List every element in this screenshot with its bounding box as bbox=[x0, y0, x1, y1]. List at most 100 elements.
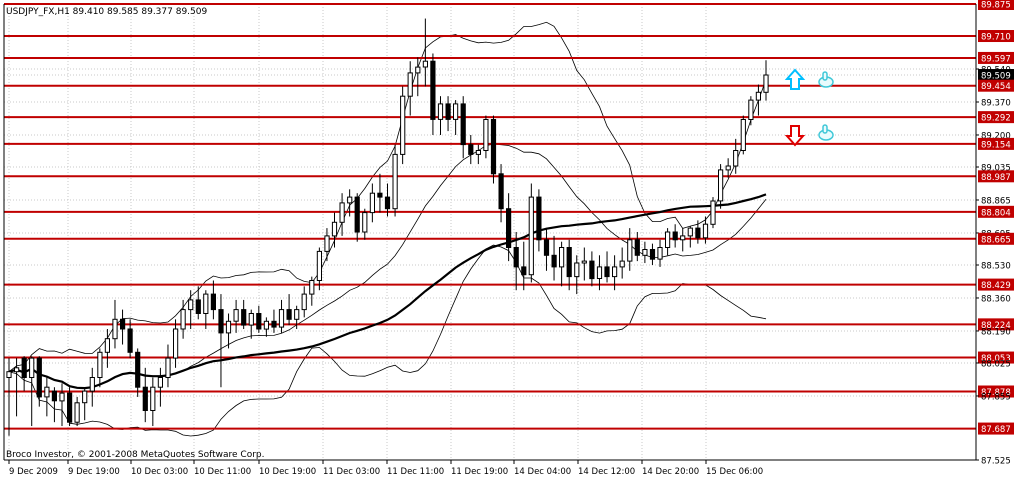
level-price-label: 89.597 bbox=[981, 54, 1011, 64]
current-price-tag bbox=[978, 69, 1014, 82]
candle bbox=[725, 158, 731, 178]
candle bbox=[263, 317, 269, 337]
price-label: 88.530 bbox=[981, 261, 1011, 271]
candle bbox=[6, 358, 12, 436]
candle-body bbox=[369, 192, 375, 214]
candle bbox=[29, 356, 35, 427]
candle bbox=[657, 239, 663, 267]
candle bbox=[543, 228, 550, 271]
level-price-tag bbox=[978, 351, 1014, 364]
symbol-ohlc-header: USDJPY_FX,H1 89.410 89.585 89.377 89.509 bbox=[6, 7, 207, 17]
level-price-tag bbox=[978, 111, 1014, 124]
candle bbox=[490, 115, 497, 184]
candle-body bbox=[339, 202, 345, 223]
candle-body bbox=[44, 386, 50, 398]
time-label: 10 Dec 19:00 bbox=[259, 467, 316, 477]
level-price-label: 88.987 bbox=[981, 173, 1011, 183]
candle bbox=[718, 164, 724, 209]
candle-body bbox=[680, 235, 686, 241]
candle bbox=[453, 100, 459, 135]
candle-body bbox=[687, 227, 693, 237]
hand-icon bbox=[818, 71, 834, 88]
candle-body bbox=[574, 262, 580, 278]
candle-body bbox=[97, 351, 103, 378]
level-price-label: 88.804 bbox=[981, 208, 1011, 218]
price-label: 88.025 bbox=[981, 359, 1011, 369]
time-label: 15 Dec 06:00 bbox=[706, 467, 763, 477]
candle-body bbox=[347, 196, 353, 204]
candle bbox=[642, 241, 648, 264]
candle-body bbox=[559, 247, 565, 268]
candle-body bbox=[400, 95, 406, 155]
candle bbox=[309, 276, 315, 306]
candle bbox=[384, 183, 391, 217]
candle bbox=[445, 96, 451, 132]
candle-body bbox=[407, 72, 413, 97]
down-arrow-icon bbox=[784, 125, 806, 147]
candle-body bbox=[286, 309, 292, 320]
candle bbox=[740, 115, 746, 155]
candle-body bbox=[21, 357, 27, 379]
candle-body bbox=[437, 103, 444, 120]
candle-body bbox=[256, 313, 262, 330]
candle-body bbox=[384, 196, 391, 210]
candle bbox=[369, 183, 375, 223]
candle-body bbox=[188, 299, 194, 311]
candle-body bbox=[14, 367, 20, 373]
candle bbox=[596, 255, 603, 291]
candle bbox=[165, 344, 171, 388]
up-arrow-shape bbox=[784, 68, 806, 90]
candle-body bbox=[309, 280, 315, 295]
candle-body bbox=[460, 103, 466, 146]
candle-body bbox=[127, 328, 133, 353]
level-price-label: 88.053 bbox=[981, 354, 1011, 364]
price-label: 88.865 bbox=[981, 196, 1011, 206]
level-price-label: 87.687 bbox=[981, 425, 1011, 435]
candle-body bbox=[498, 173, 504, 210]
candle-body bbox=[755, 91, 761, 101]
level-price-tag bbox=[978, 422, 1014, 435]
level-price-label: 87.878 bbox=[981, 388, 1011, 398]
candle-body bbox=[536, 196, 542, 241]
candle bbox=[536, 189, 542, 252]
time-label: 11 Dec 03:00 bbox=[323, 467, 380, 477]
candle-body bbox=[104, 338, 111, 353]
candle bbox=[120, 309, 126, 345]
candle-body bbox=[596, 266, 603, 279]
candle-body bbox=[6, 371, 12, 379]
candle-body bbox=[748, 99, 754, 120]
candle bbox=[422, 18, 428, 87]
candle bbox=[51, 387, 57, 423]
candle-body bbox=[445, 103, 451, 120]
candle-body bbox=[634, 239, 640, 256]
candle bbox=[627, 228, 633, 271]
candle bbox=[551, 235, 557, 281]
candle bbox=[82, 387, 88, 421]
candle bbox=[44, 377, 50, 417]
candle-body bbox=[763, 74, 769, 93]
current-price-label: 89.509 bbox=[981, 72, 1011, 82]
candle bbox=[695, 220, 701, 244]
price-label: 87.855 bbox=[981, 392, 1011, 402]
candle bbox=[286, 294, 292, 326]
candle-body bbox=[733, 150, 739, 167]
level-price-tag bbox=[978, 318, 1014, 331]
candle-body bbox=[649, 249, 656, 260]
candle-body bbox=[521, 266, 527, 276]
candle-body bbox=[157, 377, 164, 388]
candle bbox=[225, 313, 232, 349]
candle-body bbox=[506, 208, 512, 248]
candle-body bbox=[210, 293, 217, 311]
candle-body bbox=[180, 309, 186, 330]
price-label: 89.035 bbox=[981, 163, 1011, 173]
candle bbox=[475, 144, 481, 165]
candle-body bbox=[331, 221, 338, 237]
candle-body bbox=[165, 357, 171, 379]
candle bbox=[59, 383, 65, 427]
candle-body bbox=[513, 247, 519, 268]
time-label: 9 Dec 2009 bbox=[9, 467, 58, 477]
level-price-tag bbox=[978, 0, 1014, 10]
candle-body bbox=[120, 318, 126, 330]
